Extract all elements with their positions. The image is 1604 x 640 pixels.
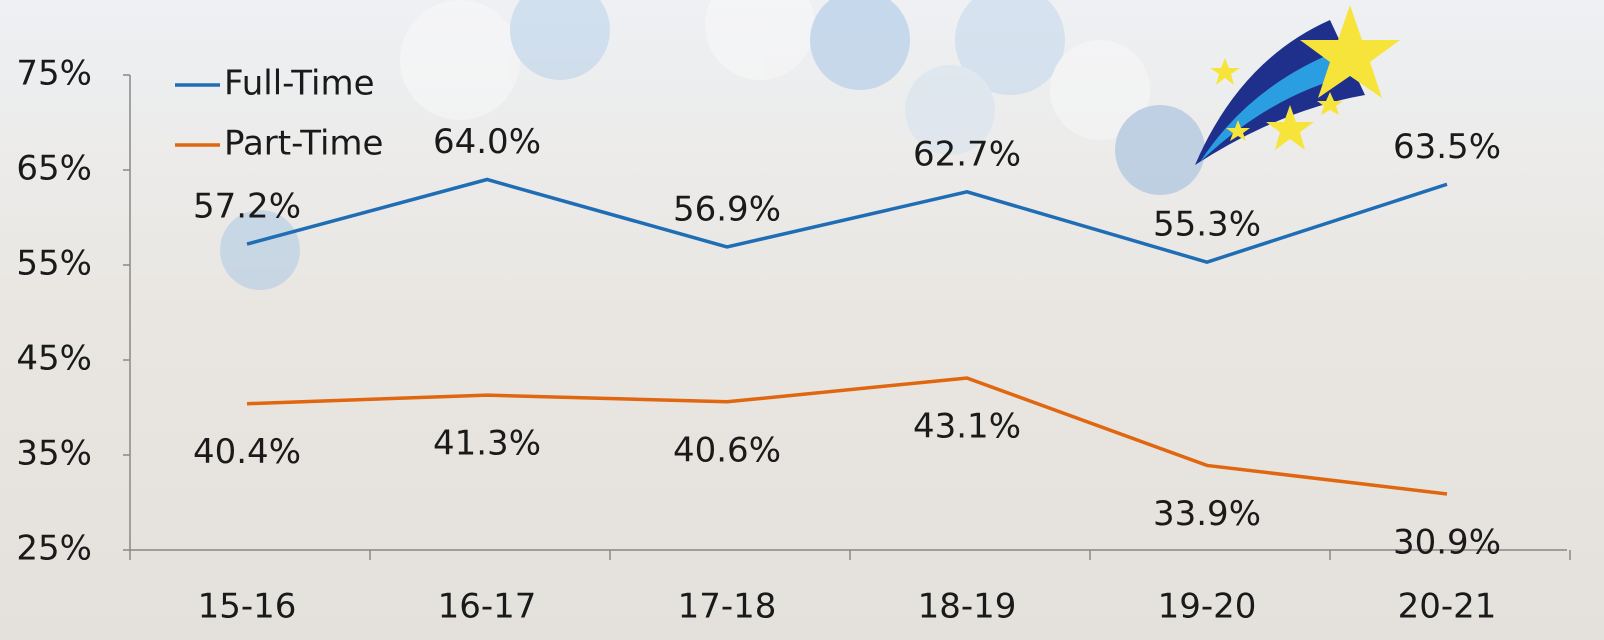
y-tick-label: 45% xyxy=(16,339,92,379)
data-label: 30.9% xyxy=(1393,522,1501,562)
data-label: 56.9% xyxy=(673,189,781,229)
data-label: 43.1% xyxy=(913,407,1021,447)
y-tick-label: 65% xyxy=(16,149,92,189)
y-tick-label: 25% xyxy=(16,529,92,569)
y-tick-label: 35% xyxy=(16,434,92,474)
legend-label: Part-Time xyxy=(224,124,383,164)
x-tick-label: 15-16 xyxy=(198,587,297,627)
legend-label: Full-Time xyxy=(224,64,375,104)
y-tick-label: 55% xyxy=(16,244,92,284)
data-label: 55.3% xyxy=(1153,205,1261,245)
x-tick-label: 18-19 xyxy=(918,587,1017,627)
data-label: 64.0% xyxy=(433,122,541,162)
data-label: 40.4% xyxy=(193,432,301,472)
data-label: 57.2% xyxy=(193,187,301,227)
x-tick-label: 19-20 xyxy=(1158,587,1257,627)
x-tick-label: 16-17 xyxy=(438,587,537,627)
data-label: 62.7% xyxy=(913,134,1021,174)
data-label: 33.9% xyxy=(1153,494,1261,534)
x-tick-label: 20-21 xyxy=(1398,587,1497,627)
x-tick-label: 17-18 xyxy=(678,587,777,627)
data-label: 41.3% xyxy=(433,424,541,464)
y-tick-label: 75% xyxy=(16,54,92,94)
data-label: 40.6% xyxy=(673,430,781,470)
chart: 25% 35% 45% 55% 65% 75% 15-16 16-17 17-18 18-19 19… xyxy=(0,0,1604,640)
data-label: 63.5% xyxy=(1393,127,1501,167)
